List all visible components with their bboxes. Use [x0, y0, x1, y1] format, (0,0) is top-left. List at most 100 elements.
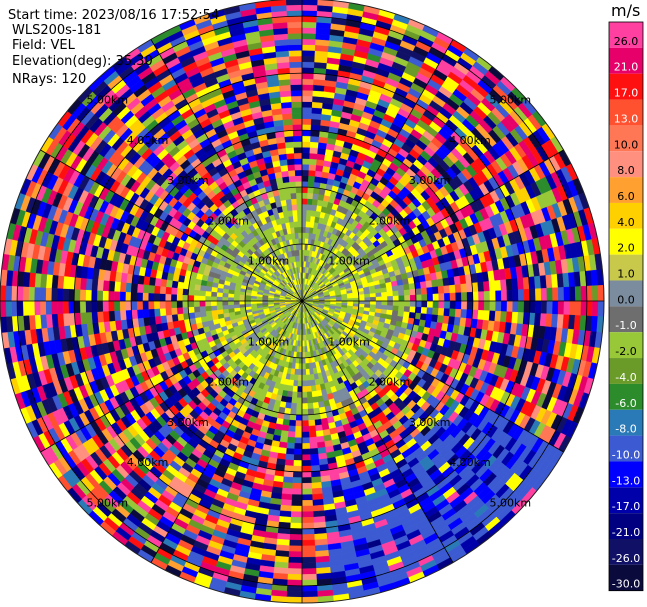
- velocity-gate: [159, 300, 166, 309]
- velocity-gate: [282, 418, 290, 426]
- velocity-gate: [483, 300, 491, 312]
- velocity-gate: [426, 300, 434, 309]
- velocity-gate: [205, 310, 213, 317]
- velocity-gate: [289, 534, 303, 541]
- velocity-gate: [176, 300, 183, 308]
- velocity-gate: [227, 300, 234, 306]
- velocity-gate: [301, 516, 314, 524]
- velocity-gate: [301, 585, 318, 592]
- velocity-gate: [301, 67, 315, 74]
- velocity-gate: [286, 579, 303, 587]
- velocity-gate: [505, 311, 513, 324]
- velocity-gate: [306, 204, 313, 211]
- velocity-gate: [210, 295, 217, 302]
- velocity-gate: [306, 391, 313, 398]
- velocity-gate: [216, 296, 223, 302]
- velocity-gate: [310, 135, 320, 143]
- velocity-gate: [313, 78, 326, 86]
- velocity-gate: [286, 590, 303, 598]
- velocity-gate: [293, 454, 303, 461]
- velocity-gate: [153, 300, 160, 310]
- velocity-gate: [244, 300, 252, 305]
- velocity-gate: [309, 448, 319, 455]
- velocity-gate: [381, 300, 388, 306]
- velocity-gate: [381, 291, 388, 298]
- velocity-gate: [96, 279, 104, 291]
- velocity-gate: [177, 313, 185, 321]
- velocity-gate: [315, 430, 324, 438]
- velocity-gate: [311, 487, 323, 495]
- velocity-gate: [597, 300, 605, 318]
- velocity-gate: [33, 286, 41, 302]
- velocity-gate: [409, 294, 417, 302]
- velocity-gate: [438, 293, 445, 302]
- velocity-gate: [315, 164, 324, 172]
- velocity-gate: [580, 285, 588, 302]
- velocity-gate: [298, 363, 303, 370]
- velocity-gate: [102, 279, 110, 292]
- velocity-gate: [119, 300, 126, 311]
- velocity-gate: [79, 289, 87, 302]
- velocity-gate: [375, 292, 382, 298]
- velocity-gate: [16, 300, 24, 317]
- velocity-gate: [113, 281, 121, 292]
- velocity-gate: [11, 285, 18, 302]
- velocity-gate: [177, 281, 185, 289]
- velocity-gate: [142, 308, 150, 318]
- velocity-gate: [461, 292, 468, 302]
- velocity-gate: [102, 290, 109, 302]
- velocity-gate: [310, 385, 317, 392]
- velocity-gate: [244, 303, 252, 308]
- velocity-gate: [460, 309, 468, 319]
- velocity-gate: [164, 300, 172, 309]
- velocity-gate: [409, 306, 417, 314]
- velocity-gate: [314, 418, 322, 426]
- velocity-gate: [301, 556, 316, 564]
- velocity-gate: [301, 403, 308, 410]
- velocity-gate: [495, 300, 502, 312]
- velocity-gate: [301, 72, 315, 80]
- velocity-gate: [301, 534, 315, 541]
- velocity-gate: [437, 285, 445, 295]
- velocity-gate: [307, 414, 315, 421]
- velocity-gate: [305, 215, 312, 222]
- velocity-gate: [96, 290, 104, 302]
- velocity-gate: [102, 300, 109, 312]
- velocity-gate: [239, 300, 246, 305]
- velocity-gate: [113, 310, 121, 321]
- velocity-gate: [301, 181, 309, 188]
- velocity-gate: [301, 84, 314, 91]
- velocity-gate: [308, 436, 318, 444]
- velocity-gate: [187, 300, 195, 308]
- velocity-gate: [466, 291, 474, 302]
- velocity-gate: [301, 118, 312, 125]
- velocity-gate: [295, 420, 303, 427]
- velocity-gate: [136, 292, 143, 302]
- velocity-gate: [194, 311, 201, 319]
- velocity-gate: [285, 453, 295, 461]
- velocity-gate: [546, 300, 553, 315]
- velocity-gate: [460, 283, 468, 293]
- velocity-gate: [199, 284, 207, 292]
- velocity-gate: [281, 424, 290, 432]
- velocity-gate: [210, 300, 217, 307]
- velocity-gate: [290, 511, 303, 518]
- velocity-gate: [176, 287, 184, 295]
- velocity-gate: [301, 346, 305, 353]
- velocity-gate: [301, 443, 311, 450]
- velocity-gate: [506, 300, 514, 313]
- velocity-gate: [11, 300, 18, 317]
- velocity-gate: [153, 292, 160, 302]
- velocity-gate: [421, 300, 428, 308]
- velocity-gate: [500, 290, 508, 302]
- velocity-gate: [415, 288, 422, 296]
- velocity-gate: [403, 306, 411, 313]
- velocity-gate: [309, 442, 318, 450]
- velocity-gate: [296, 391, 303, 399]
- velocity-gate: [28, 286, 35, 302]
- velocity-gate: [171, 280, 179, 289]
- velocity-gate: [483, 290, 491, 302]
- velocity-gate: [310, 459, 320, 467]
- velocity-gate: [301, 471, 312, 478]
- velocity-gate: [221, 296, 229, 302]
